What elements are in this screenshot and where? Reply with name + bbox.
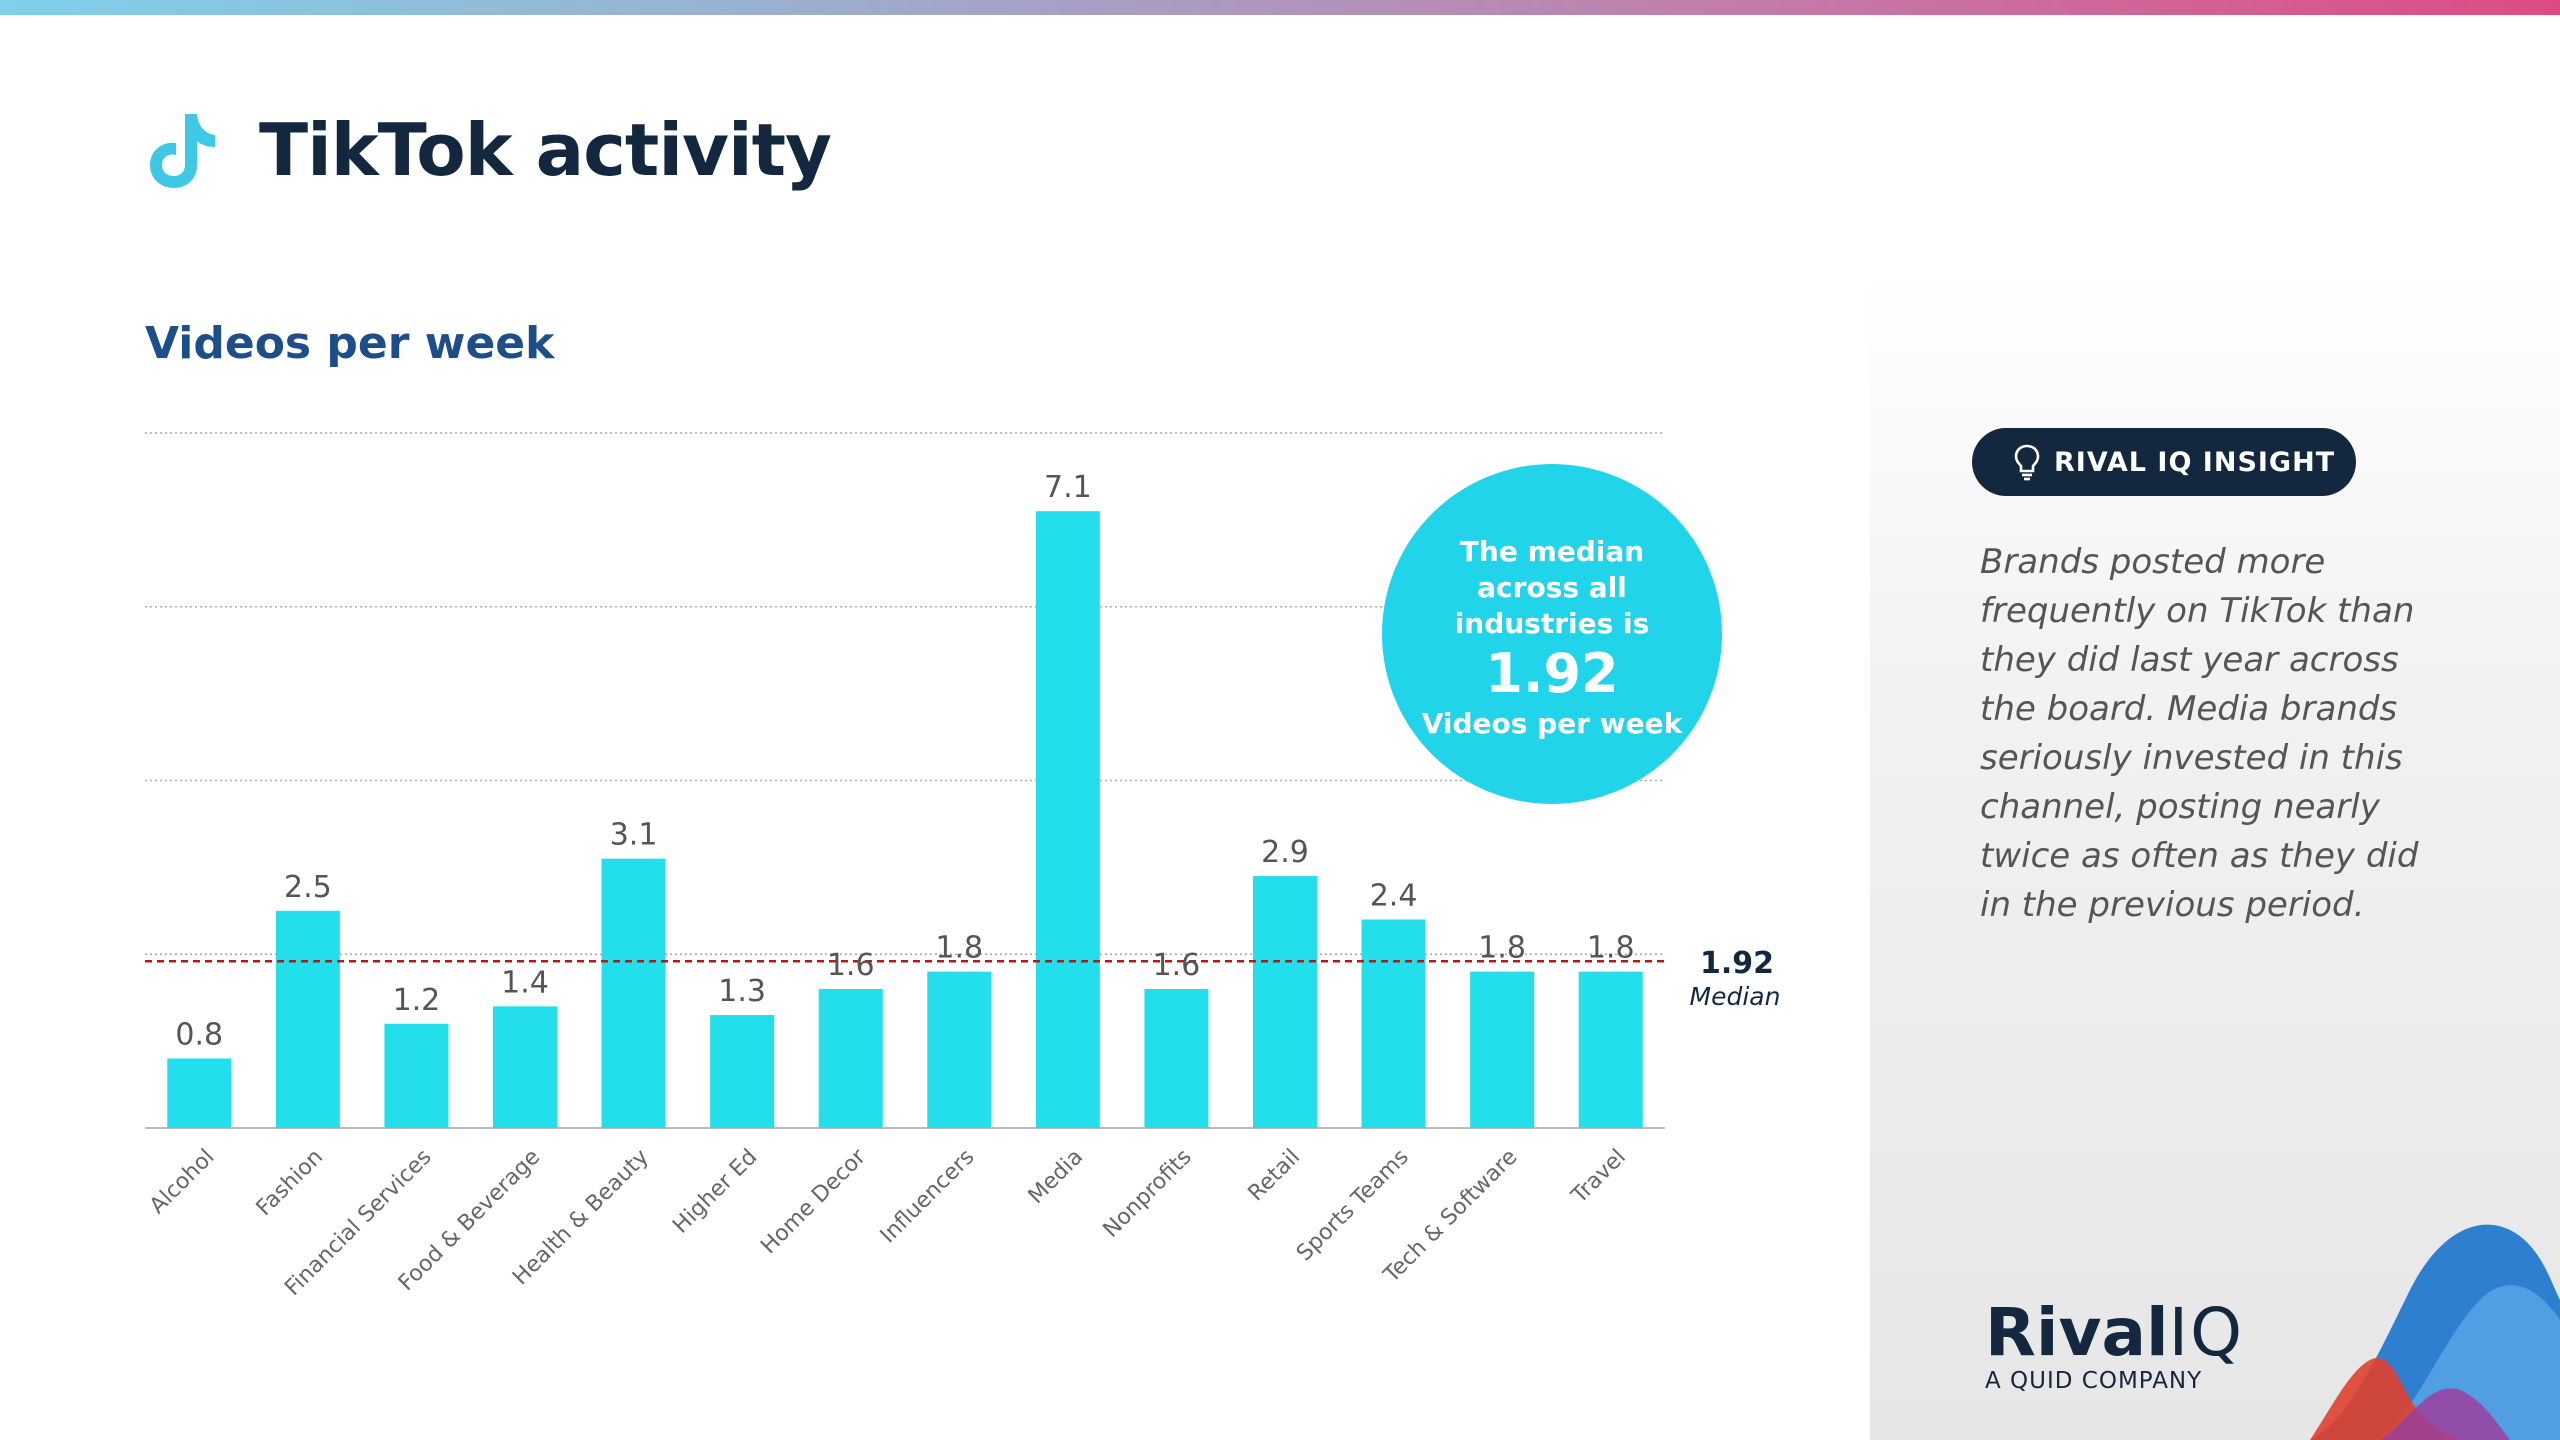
value-label: 2.9 — [1261, 835, 1309, 870]
value-label: 1.8 — [1587, 931, 1635, 966]
callout-line-1: The median — [1460, 535, 1644, 568]
tick-label: Higher Ed — [668, 1145, 762, 1239]
callout-unit: Videos per week — [1422, 707, 1684, 740]
value-label: 3.1 — [610, 818, 658, 853]
value-label: 2.5 — [284, 870, 332, 905]
page-title: TikTok activity — [259, 108, 832, 192]
bar-tech-software — [1470, 971, 1535, 1128]
callout-line-2: across all — [1477, 571, 1627, 604]
insight-label: RIVAL IQ INSIGHT — [2054, 446, 2336, 478]
chart-subtitle: Videos per week — [145, 318, 555, 369]
value-labels: 0.8 2.5 1.2 1.4 3.1 1.3 1.6 1.8 7.1 1.6 2.9 2.4 1.8 1… — [175, 470, 1634, 1052]
tick-label: Media — [1024, 1145, 1088, 1209]
bar-higher-ed — [710, 1015, 775, 1128]
insight-text: Brands posted more frequently on TikTok … — [1980, 542, 2419, 925]
rival-iq-logo: RivalIQ A QUID COMPANY — [1985, 1298, 2244, 1395]
value-label: 1.4 — [501, 965, 549, 1000]
median-line-group: 1.92 Median — [145, 946, 1780, 1011]
bar-influencers — [927, 971, 992, 1128]
value-label: 2.4 — [1370, 879, 1418, 914]
tiktok-icon — [150, 114, 215, 188]
value-label: 1.8 — [1478, 931, 1526, 966]
tick-label: Sports Teams — [1292, 1145, 1414, 1267]
callout-circle — [1382, 464, 1722, 804]
bar-financial-services — [384, 1023, 449, 1128]
median-text-label: Median — [1690, 982, 1781, 1011]
tick-label: Retail — [1244, 1145, 1306, 1207]
tick-label: Nonprofits — [1099, 1145, 1197, 1243]
value-label: 1.3 — [718, 974, 766, 1009]
value-label: 0.8 — [175, 1018, 223, 1053]
logo-brand-light: IQ — [2168, 1294, 2245, 1371]
callout-value: 1.92 — [1485, 642, 1618, 705]
logo-tagline: A QUID COMPANY — [1985, 1368, 2203, 1394]
bar-health-beauty — [601, 858, 666, 1128]
logo-brand-bold: Rival — [1985, 1294, 2169, 1371]
bar-fashion — [275, 910, 340, 1128]
tick-label: Home Decor — [756, 1144, 871, 1259]
bar-food-beverage — [493, 1006, 557, 1128]
bar-sports-teams — [1361, 919, 1426, 1128]
bar-chart: 1.92 Median 0.8 2.5 1.2 1.4 3.1 1.3 1.6 1.8 7.1 1… — [145, 432, 1780, 1301]
tick-label: Influencers — [876, 1145, 980, 1249]
top-gradient-bar — [0, 0, 2560, 15]
value-label: 1.6 — [827, 948, 875, 983]
median-callout: The median across all industries is 1.92… — [1382, 464, 1722, 804]
tick-label: Travel — [1566, 1145, 1631, 1210]
bar-home-decor — [818, 989, 883, 1128]
lightbulb-icon — [2014, 444, 2040, 481]
bar-media — [1035, 511, 1100, 1128]
value-label: 1.2 — [393, 983, 441, 1018]
value-label: 1.6 — [1153, 948, 1201, 983]
tick-label: Fashion — [252, 1145, 328, 1221]
bar-alcohol — [167, 1058, 232, 1128]
insight-badge: RIVAL IQ INSIGHT — [1972, 428, 2356, 496]
tick-label: Alcohol — [145, 1145, 219, 1219]
callout-line-3: industries is — [1455, 607, 1650, 640]
bar-retail — [1253, 876, 1317, 1128]
title-area: TikTok activity — [145, 95, 832, 205]
value-label: 7.1 — [1044, 470, 1092, 505]
bar-nonprofits — [1144, 989, 1209, 1128]
decorative-waves — [2310, 1224, 2560, 1440]
bars — [167, 511, 1643, 1128]
bar-travel — [1578, 971, 1643, 1128]
value-label: 1.8 — [935, 931, 983, 966]
median-value-label: 1.92 — [1700, 946, 1774, 981]
